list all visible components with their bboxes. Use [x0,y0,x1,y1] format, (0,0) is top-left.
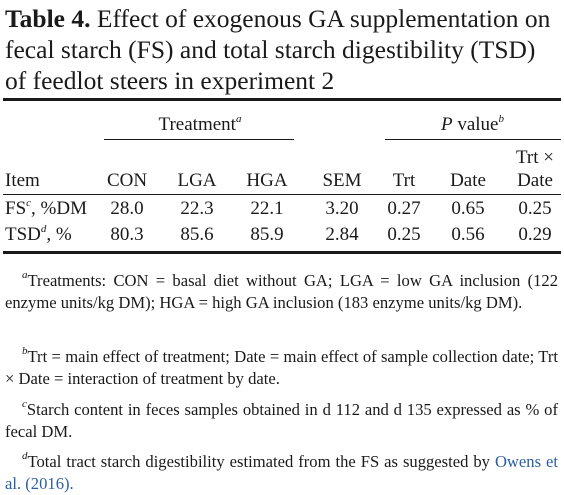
table-cell: 2.84 [325,224,359,245]
col-header-trt: Trt [392,170,416,191]
col-header-item: Item [5,170,40,191]
row-item-fs: FSc, %DM [5,196,87,219]
table-cell: 3.20 [325,198,359,219]
table-cell: 0.25 [387,224,421,245]
table-cell: 0.27 [387,198,421,219]
header-rule [3,194,561,195]
footnote-a: aTreatments: CON = basal diet without GA… [5,269,558,312]
treatment-group-rule [104,139,294,140]
bottom-rule [3,251,561,254]
table-title: Effect of exogenous GA supplementation o… [5,4,551,95]
col-header-trt-x: Trt × [515,147,554,168]
col-header-lga: LGA [177,170,217,191]
top-rule [3,98,561,101]
footnote-b: bTrt = main effect of treatment; Date = … [5,345,558,388]
table-cell: 0.56 [451,224,485,245]
p-value-group-header: P valueb [440,112,504,135]
footnote-c: cStarch content in feces samples obtaine… [5,398,558,441]
table-cell: 28.0 [110,198,144,219]
col-header-hga: HGA [246,170,288,191]
table-cell: 0.65 [451,198,485,219]
table-label: Table 4. [5,4,91,33]
col-header-date-2: Date [517,170,553,191]
table-caption: Table 4. Effect of exogenous GA suppleme… [5,3,561,96]
table-cell: 22.3 [180,198,214,219]
table-cell: 0.29 [518,224,552,245]
table-cell: 85.6 [180,224,214,245]
p-value-group-rule [385,139,561,140]
table-cell: 0.25 [518,198,552,219]
table-cell: 80.3 [110,224,144,245]
reference-link[interactable]: Owens et al. (2016). [5,452,558,493]
col-header-date: Date [450,170,486,191]
col-header-sem: SEM [322,170,362,191]
treatment-group-header: Treatmenta [158,112,242,135]
table-cell: 85.9 [250,224,284,245]
footnote-d: dTotal tract starch digestibility estima… [5,450,558,493]
col-header-con: CON [106,170,148,191]
table-cell: 22.1 [250,198,284,219]
row-item-tsd: TSDd, % [5,222,72,245]
